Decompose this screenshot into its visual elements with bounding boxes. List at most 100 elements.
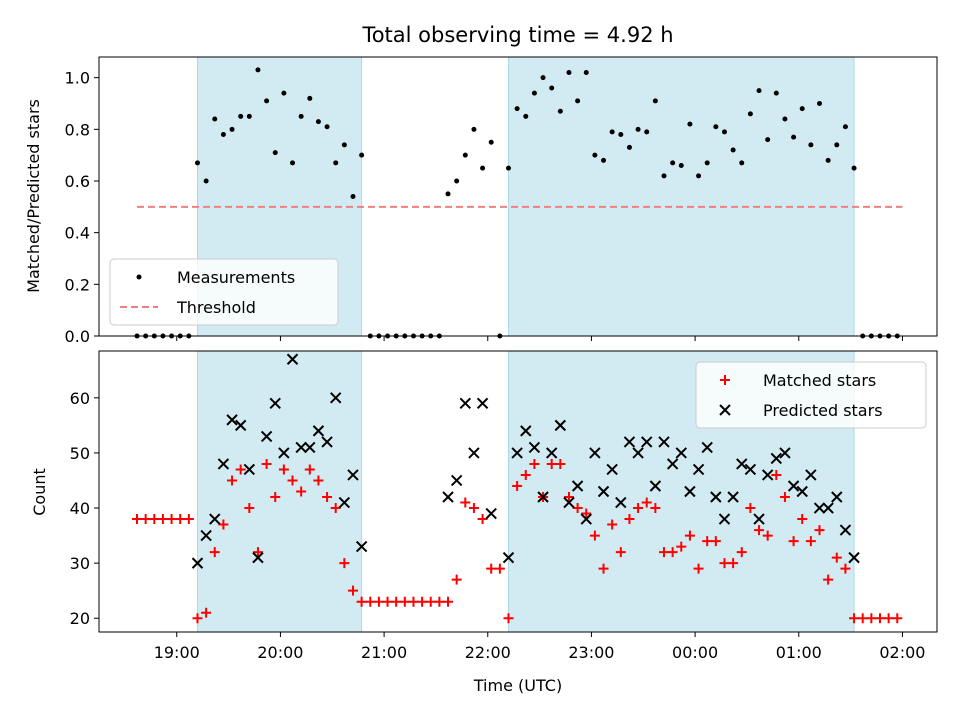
x-tick-label: 01:00 <box>776 643 822 662</box>
predicted-star-point <box>641 436 653 448</box>
y-tick-label: 60 <box>70 389 90 408</box>
predicted-star-point <box>537 491 549 503</box>
matched-star-point <box>373 596 384 607</box>
matched-star-point <box>157 514 168 525</box>
predicted-star-point <box>787 480 800 492</box>
predicted-star-point <box>658 436 670 448</box>
ratio-axes-frame <box>98 56 938 337</box>
measurement-point <box>480 165 486 171</box>
predicted-star-point <box>796 485 808 498</box>
predicted-star-point <box>813 502 826 514</box>
count-marks <box>132 353 903 624</box>
matched-star-point <box>650 503 661 514</box>
matched-star-point <box>754 525 765 536</box>
x-tick-label: 21:00 <box>361 643 407 662</box>
predicted-star-point <box>623 436 636 448</box>
count-panel: 20 30 40 50 60 19:00 20:00 21:00 22:00 23:00 00:0… <box>30 350 938 695</box>
y-tick-label: 20 <box>70 609 90 628</box>
ratio-x-ticks <box>176 336 903 341</box>
predicted-star-point <box>753 513 765 525</box>
matched-star-point <box>607 519 618 530</box>
predicted-star-point <box>554 419 567 432</box>
measurement-point <box>290 160 296 166</box>
matched-star-point <box>831 552 842 563</box>
legend-swatch <box>136 274 142 280</box>
ratio-legend: Measurements Threshold <box>109 258 339 326</box>
predicted-star-point <box>848 551 860 564</box>
measurement-point <box>531 90 537 96</box>
measurement-point <box>670 160 676 166</box>
matched-star-point <box>667 547 678 558</box>
measurement-point <box>652 98 658 104</box>
ratio-marks <box>134 67 903 339</box>
matched-star-point <box>391 596 402 607</box>
matched-star-point <box>132 514 143 525</box>
matched-star-point <box>149 514 160 525</box>
matched-star-point <box>261 458 272 469</box>
matched-star-point <box>417 596 428 607</box>
matched-star-point <box>659 547 670 558</box>
predicted-star-point <box>209 513 221 525</box>
matched-star-point <box>235 464 246 475</box>
matched-star-point <box>581 508 592 519</box>
measurement-point <box>851 165 857 171</box>
predicted-star-point <box>580 513 592 525</box>
matched-star-point <box>555 458 566 469</box>
matched-star-point <box>313 475 324 486</box>
measurement-point <box>523 113 529 119</box>
matched-star-point <box>322 492 333 503</box>
matched-star-point <box>408 596 419 607</box>
predicted-star-point <box>502 551 515 564</box>
measurement-point <box>765 137 771 143</box>
predicted-star-point <box>234 419 247 432</box>
predicted-star-point <box>321 436 333 448</box>
measurement-point <box>505 165 511 171</box>
predicted-star-point <box>615 496 627 509</box>
predicted-star-point <box>770 452 783 465</box>
matched-star-point <box>546 458 557 469</box>
matched-star-point <box>434 596 445 607</box>
matched-star-point <box>736 547 747 558</box>
measurement-point <box>445 191 451 197</box>
matched-star-point <box>252 547 263 558</box>
y-tick-label: 1.0 <box>65 69 90 88</box>
matched-star-point <box>503 613 514 624</box>
measurement-point <box>514 106 520 112</box>
y-tick-label: 30 <box>70 554 90 573</box>
matched-star-point <box>477 514 488 525</box>
measurement-point <box>696 173 702 179</box>
predicted-star-point <box>278 447 290 459</box>
y-tick-label: 40 <box>70 499 90 518</box>
observing-windows-top <box>196 56 855 337</box>
measurement-point <box>238 113 244 119</box>
predicted-star-point <box>736 458 748 470</box>
measurement-point <box>350 194 356 199</box>
legend-label: Matched stars <box>763 371 876 390</box>
measurement-point <box>194 160 200 166</box>
legend-swatch <box>720 375 730 385</box>
matched-star-point <box>676 541 687 552</box>
matched-star-point <box>719 558 730 569</box>
predicted-star-point <box>692 463 705 476</box>
matched-star-point <box>270 492 281 503</box>
measurement-point <box>747 111 753 117</box>
matched-star-point <box>218 519 229 530</box>
predicted-star-point <box>295 441 307 454</box>
y-tick-label: 0.2 <box>65 275 90 294</box>
ratio-panel: 0.0 0.2 0.4 0.6 0.8 1.0 Matched/Predicted sta… <box>24 56 938 346</box>
predicted-star-point <box>545 447 558 459</box>
measurement-point <box>661 173 667 179</box>
matched-star-point <box>183 514 194 525</box>
matched-star-point <box>529 458 540 469</box>
matched-star-point <box>823 574 834 585</box>
measurement-point <box>713 124 719 130</box>
matched-star-point <box>287 475 298 486</box>
legend-label: Threshold <box>176 298 256 317</box>
predicted-star-point <box>511 447 523 459</box>
matched-star-point <box>330 503 341 514</box>
measurement-point <box>575 98 581 104</box>
ratio-y-label: Matched/Predicted stars <box>24 99 43 293</box>
matched-star-point <box>140 514 151 525</box>
matched-star-point <box>840 563 851 574</box>
